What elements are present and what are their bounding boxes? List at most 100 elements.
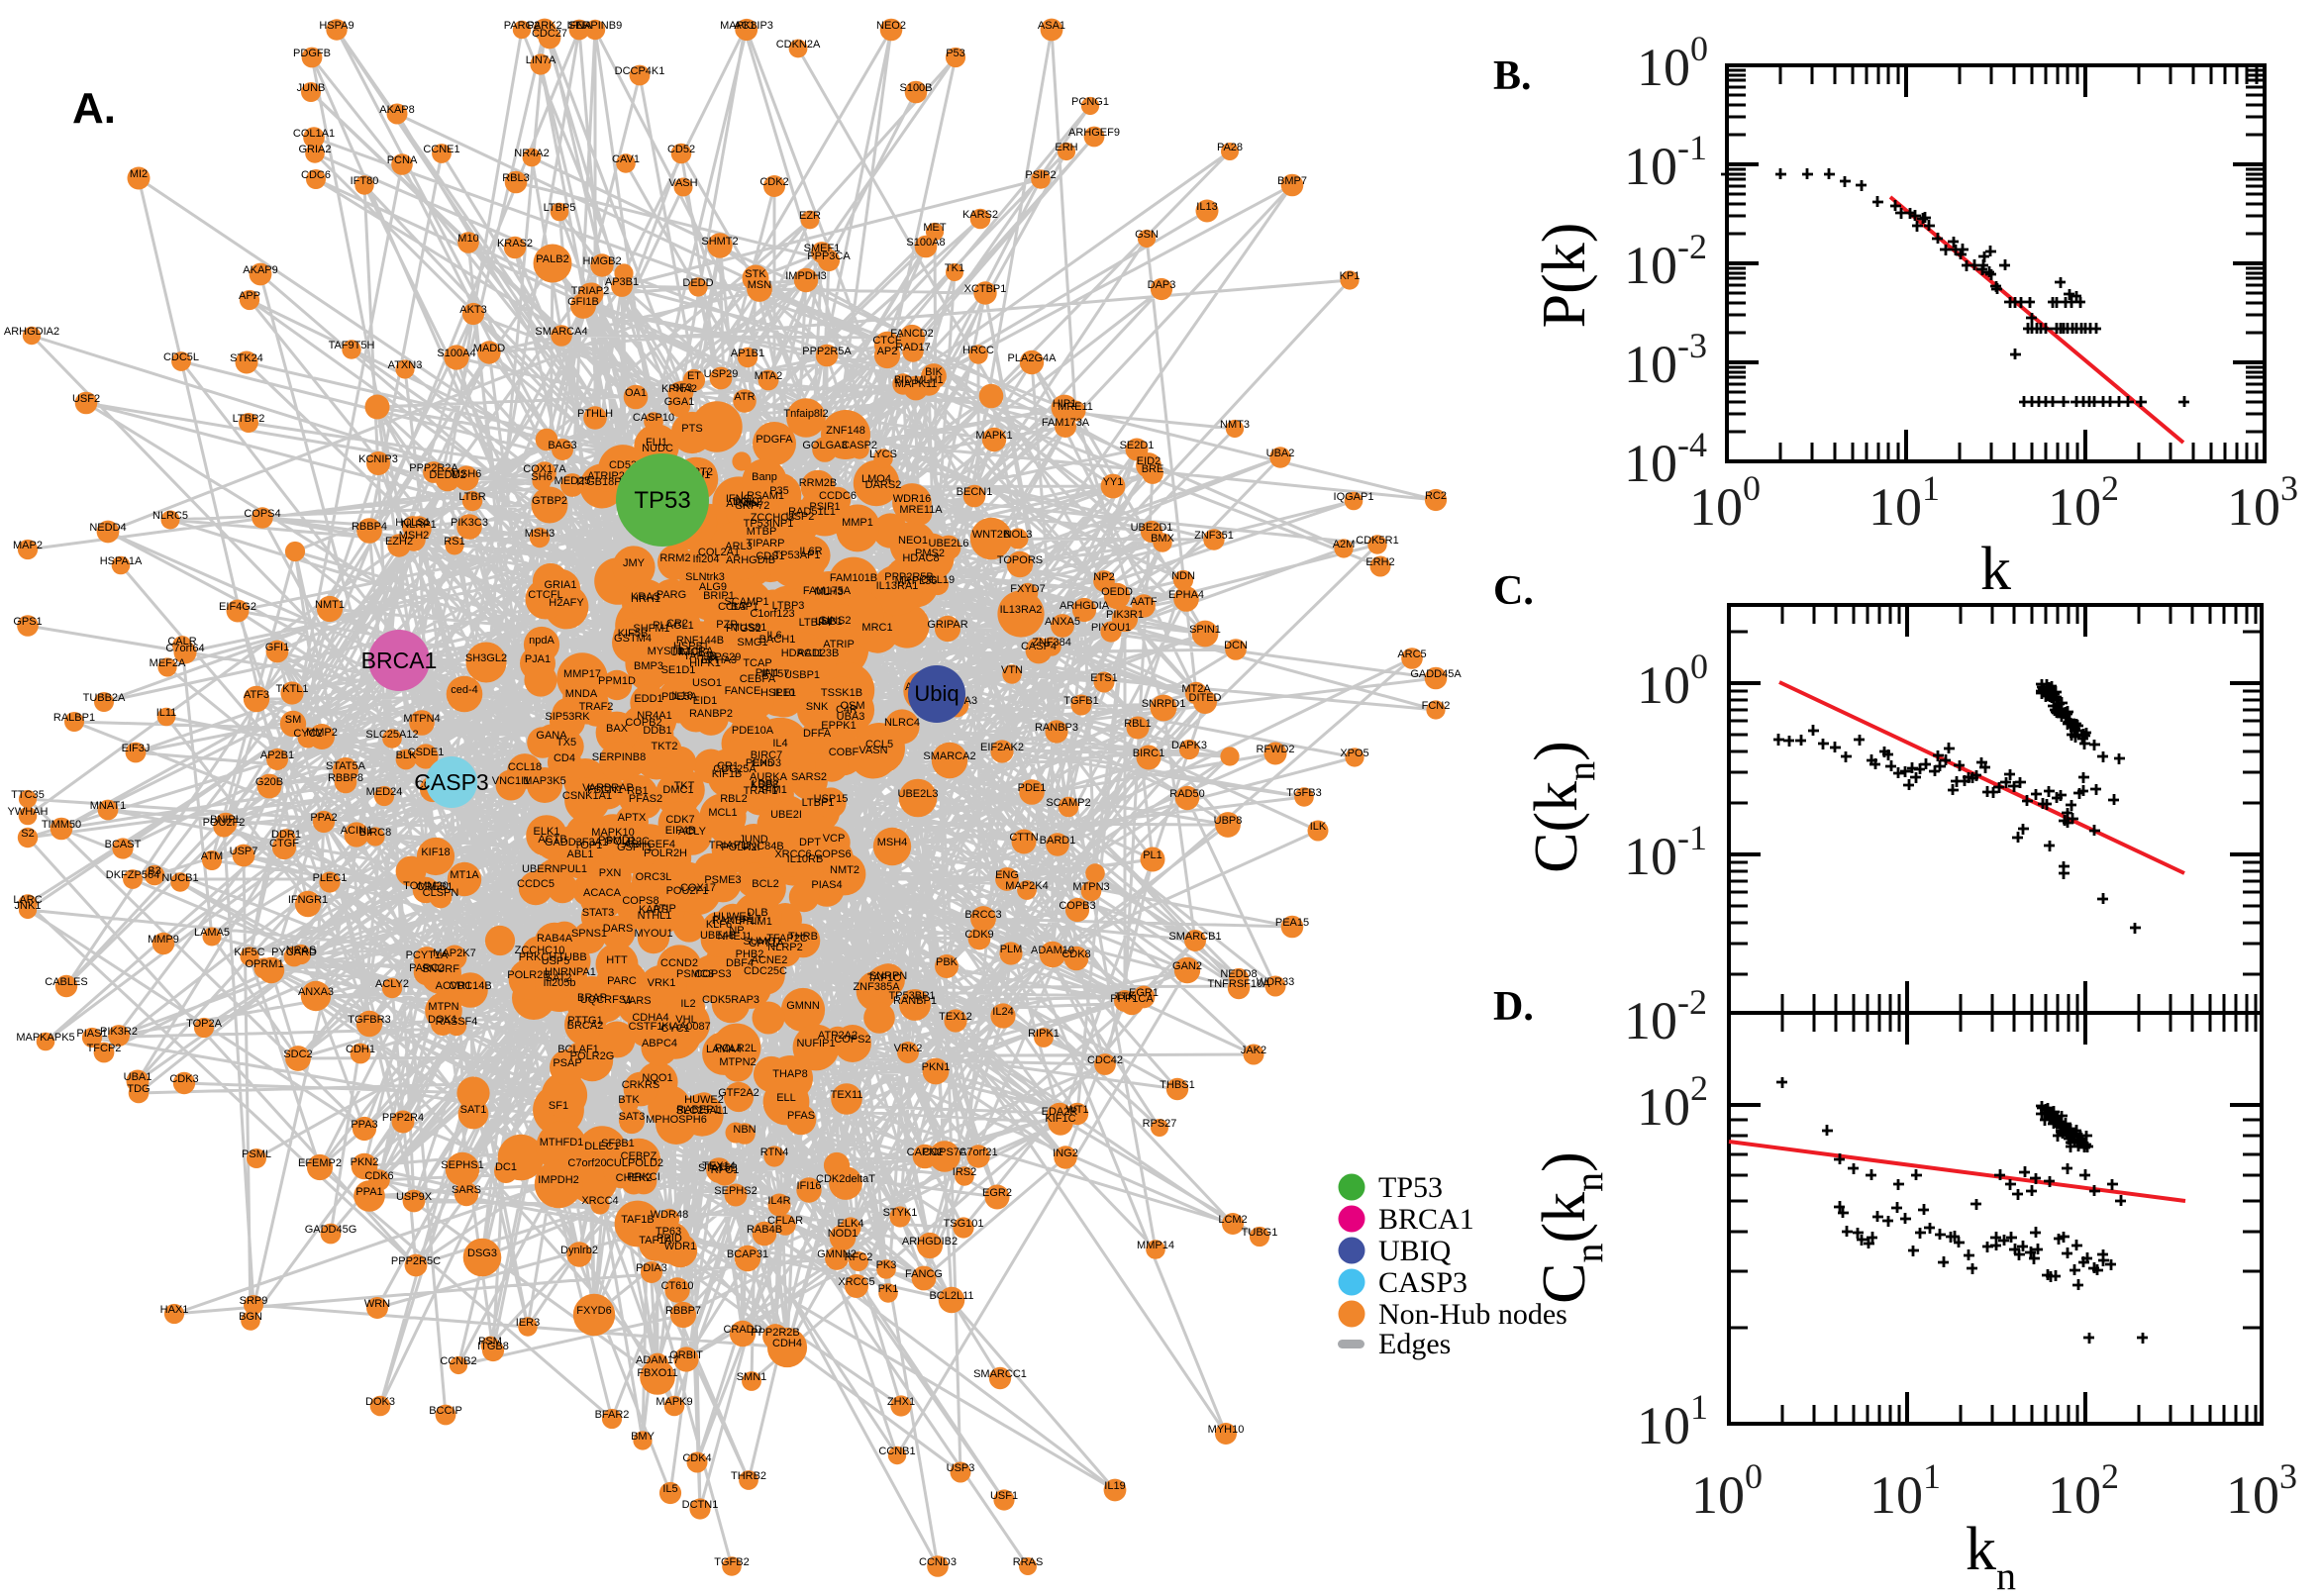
svg-text:NHEJ1: NHEJ1 xyxy=(718,931,753,943)
svg-text:COPS2: COPS2 xyxy=(834,1034,870,1046)
svg-text:KRAS: KRAS xyxy=(631,591,660,603)
svg-text:IFNGR1: IFNGR1 xyxy=(288,894,328,906)
svg-text:ACACA: ACACA xyxy=(583,887,622,899)
svg-text:PHB2: PHB2 xyxy=(736,948,764,960)
svg-text:MED25: MED25 xyxy=(555,475,591,487)
svg-text:DAP3: DAP3 xyxy=(1148,279,1176,291)
svg-text:C.: C. xyxy=(1493,568,1534,614)
svg-text:Non-Hub nodes: Non-Hub nodes xyxy=(1378,1298,1567,1331)
svg-text:SF3: SF3 xyxy=(672,382,692,394)
svg-text:RTN4: RTN4 xyxy=(760,1147,789,1158)
svg-text:DCN: DCN xyxy=(1224,640,1248,651)
svg-text:DARS: DARS xyxy=(603,923,634,935)
svg-text:MAP2K4: MAP2K4 xyxy=(1005,880,1048,892)
svg-text:NLRC5: NLRC5 xyxy=(152,510,188,522)
svg-text:CULPOLD2: CULPOLD2 xyxy=(606,1157,663,1169)
svg-text:PPA3: PPA3 xyxy=(351,1119,377,1131)
svg-text:COPB2: COPB2 xyxy=(625,717,661,729)
svg-text:PTTG1: PTTG1 xyxy=(567,1015,602,1027)
svg-text:Ifi204: Ifi204 xyxy=(693,553,720,565)
svg-text:HSPE1: HSPE1 xyxy=(760,687,796,699)
svg-text:MTHFD1: MTHFD1 xyxy=(540,1137,584,1148)
svg-text:SNK: SNK xyxy=(806,701,829,713)
svg-text:COX17: COX17 xyxy=(680,882,716,894)
svg-text:RFC1: RFC1 xyxy=(711,1164,740,1176)
svg-text:IFNA: IFNA xyxy=(566,20,592,32)
svg-text:PFAS: PFAS xyxy=(787,1110,815,1122)
svg-text:CCDC5: CCDC5 xyxy=(517,878,555,890)
svg-text:MMP17: MMP17 xyxy=(563,668,601,680)
svg-text:PRIM1: PRIM1 xyxy=(739,916,772,928)
svg-text:GRIA1: GRIA1 xyxy=(544,579,576,591)
svg-text:XCTBP1: XCTBP1 xyxy=(964,283,1007,295)
svg-text:ELK4: ELK4 xyxy=(838,1218,864,1230)
svg-text:UNC84B: UNC84B xyxy=(741,841,783,852)
svg-text:VASH: VASH xyxy=(668,177,697,189)
svg-text:THRB: THRB xyxy=(788,931,818,943)
svg-text:GTBP2: GTBP2 xyxy=(532,495,567,507)
svg-text:LAMA4: LAMA4 xyxy=(706,1044,742,1055)
svg-text:CDC14B: CDC14B xyxy=(449,980,491,992)
svg-text:RBL3: RBL3 xyxy=(502,172,530,184)
svg-text:IMPDH2: IMPDH2 xyxy=(538,1174,579,1186)
svg-text:ERH: ERH xyxy=(1055,142,1077,153)
svg-text:MLH3: MLH3 xyxy=(814,586,843,598)
svg-text:IL4: IL4 xyxy=(772,738,787,749)
svg-text:ARHGDIA: ARHGDIA xyxy=(1060,600,1110,612)
svg-text:P53: P53 xyxy=(946,48,965,59)
svg-text:PLEC1: PLEC1 xyxy=(313,872,348,884)
svg-text:CCL18: CCL18 xyxy=(508,761,542,773)
svg-text:MLH1: MLH1 xyxy=(914,374,943,386)
svg-text:ET: ET xyxy=(687,370,701,382)
svg-text:SF3B1: SF3B1 xyxy=(601,1138,635,1149)
svg-text:HUWE1: HUWE1 xyxy=(713,911,753,923)
svg-text:COL2A1: COL2A1 xyxy=(698,547,740,558)
svg-text:BCCIP: BCCIP xyxy=(429,1405,462,1417)
svg-text:MEF2A: MEF2A xyxy=(150,657,186,669)
svg-text:MT2A: MT2A xyxy=(1181,683,1211,695)
svg-text:HRH1: HRH1 xyxy=(631,593,660,605)
svg-text:COBF: COBF xyxy=(829,747,859,758)
svg-text:STAT5A: STAT5A xyxy=(326,760,366,772)
svg-text:SPNS1: SPNS1 xyxy=(571,928,607,940)
svg-text:BGN: BGN xyxy=(239,1311,262,1323)
svg-text:IL19: IL19 xyxy=(1104,1480,1125,1492)
svg-text:THRB2: THRB2 xyxy=(731,1470,766,1482)
svg-text:APTX: APTX xyxy=(618,812,647,824)
svg-text:JAK2: JAK2 xyxy=(1241,1045,1266,1056)
svg-text:APP: APP xyxy=(239,290,260,302)
svg-text:GFI1B: GFI1B xyxy=(567,296,599,308)
svg-text:ARHGDIB: ARHGDIB xyxy=(726,554,775,566)
svg-text:NR4A1: NR4A1 xyxy=(637,710,671,722)
svg-text:RB1: RB1 xyxy=(627,785,648,797)
svg-text:NUFIP1: NUFIP1 xyxy=(796,1038,835,1049)
svg-text:PSMD1: PSMD1 xyxy=(598,835,636,847)
svg-text:STAT3: STAT3 xyxy=(582,907,615,919)
svg-text:PPA1: PPA1 xyxy=(355,1186,382,1198)
svg-text:NLRC4: NLRC4 xyxy=(884,717,920,729)
svg-text:WT1: WT1 xyxy=(1065,1104,1088,1116)
svg-text:TGFB1: TGFB1 xyxy=(1063,695,1098,707)
svg-text:ARL3: ARL3 xyxy=(725,541,753,552)
svg-text:MMP2: MMP2 xyxy=(306,727,338,739)
svg-text:PPP2R2B: PPP2R2B xyxy=(751,1327,800,1339)
svg-text:ABL1: ABL1 xyxy=(567,848,594,860)
svg-text:RAD51L1: RAD51L1 xyxy=(788,506,836,518)
svg-text:TKT: TKT xyxy=(674,780,695,792)
svg-text:CASP3: CASP3 xyxy=(414,769,488,795)
svg-text:TUBB2A: TUBB2A xyxy=(83,692,126,704)
svg-text:KIF5B: KIF5B xyxy=(618,628,649,640)
svg-text:POLR2L: POLR2L xyxy=(715,1043,757,1054)
svg-text:VARS: VARS xyxy=(622,995,651,1007)
svg-text:RRM2: RRM2 xyxy=(659,552,690,564)
svg-text:GSPT1: GSPT1 xyxy=(617,842,653,853)
svg-text:COX17A: COX17A xyxy=(523,463,566,475)
svg-text:RASSF4: RASSF4 xyxy=(436,1016,478,1028)
svg-text:SLC25A12: SLC25A12 xyxy=(365,729,418,741)
svg-text:BAP1: BAP1 xyxy=(731,601,758,613)
svg-text:DPT: DPT xyxy=(799,837,821,848)
svg-text:HUWE2: HUWE2 xyxy=(684,1094,724,1106)
svg-text:MSH4: MSH4 xyxy=(877,837,908,848)
svg-text:IL2: IL2 xyxy=(680,998,695,1010)
svg-text:XRCC6: XRCC6 xyxy=(774,848,811,860)
